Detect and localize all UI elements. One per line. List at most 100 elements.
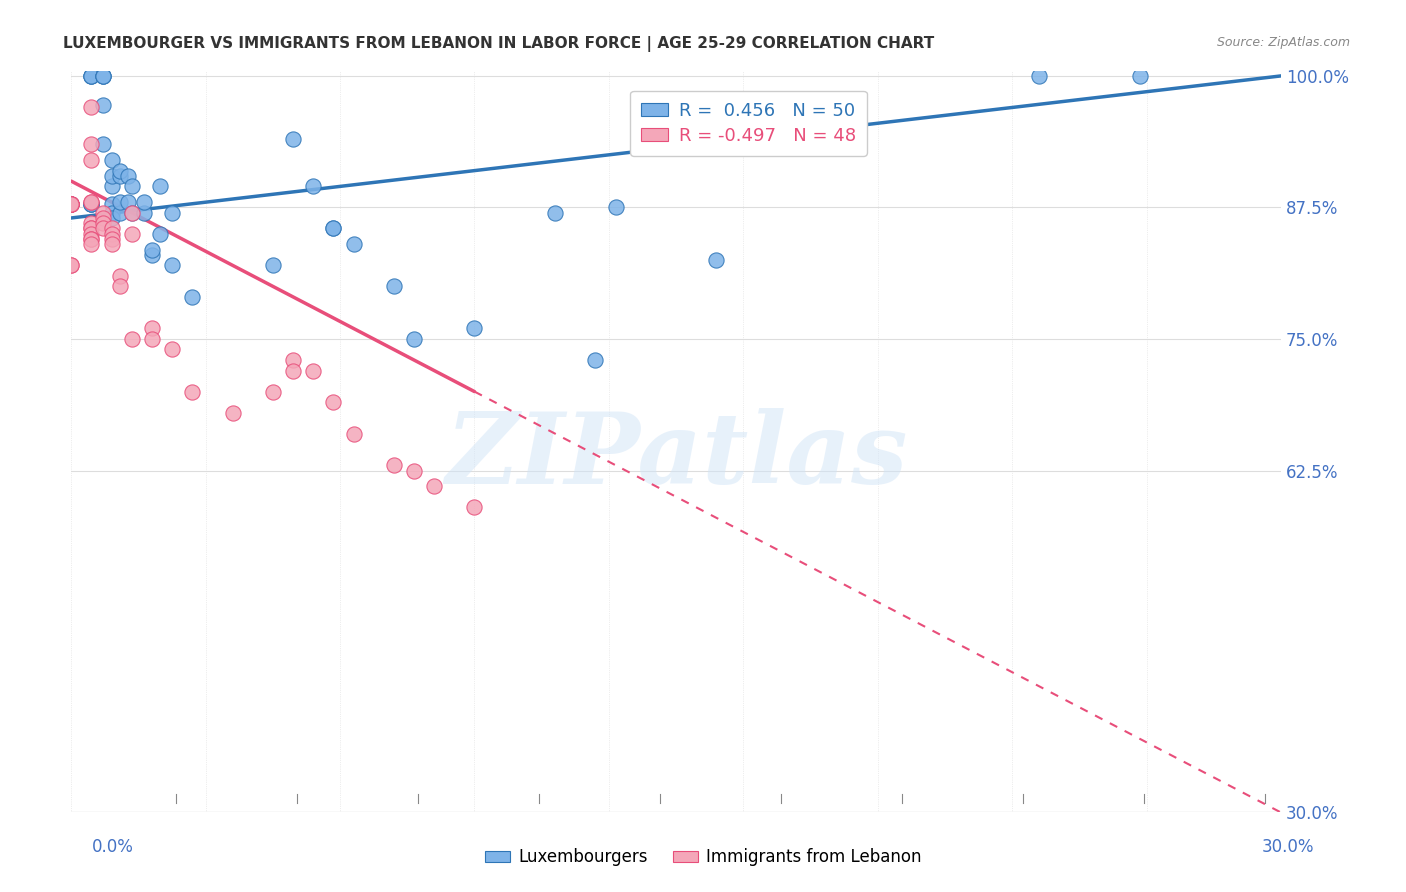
Point: [108, 279, 131, 293]
Point: [160, 343, 183, 357]
Point: [322, 395, 344, 409]
Point: [100, 153, 122, 167]
Point: [80, 197, 103, 211]
Point: [60, 258, 83, 272]
Text: Source: ZipAtlas.com: Source: ZipAtlas.com: [1216, 36, 1350, 49]
Point: [60, 197, 83, 211]
Point: [60, 258, 83, 272]
Point: [60, 197, 83, 211]
Point: [60, 197, 83, 211]
Point: [80, 232, 103, 246]
Point: [149, 227, 172, 241]
Point: [141, 243, 163, 257]
Point: [93, 211, 115, 225]
Point: [100, 179, 122, 194]
Point: [463, 500, 485, 515]
Point: [121, 227, 143, 241]
Point: [382, 458, 405, 473]
Point: [281, 353, 304, 368]
Point: [80, 69, 103, 83]
Legend: Luxembourgers, Immigrants from Lebanon: Luxembourgers, Immigrants from Lebanon: [478, 842, 928, 873]
Point: [132, 205, 155, 219]
Point: [80, 153, 103, 167]
Point: [181, 384, 204, 399]
Point: [93, 98, 115, 112]
Point: [382, 279, 405, 293]
Point: [80, 69, 103, 83]
Point: [160, 258, 183, 272]
Point: [402, 332, 425, 346]
Point: [262, 258, 284, 272]
Point: [93, 205, 115, 219]
Point: [322, 221, 344, 235]
Point: [60, 197, 83, 211]
Point: [121, 205, 143, 219]
Text: 30.0%: 30.0%: [1263, 838, 1315, 855]
Point: [423, 479, 446, 493]
Point: [100, 169, 122, 183]
Point: [80, 69, 103, 83]
Point: [181, 290, 204, 304]
Point: [108, 195, 131, 210]
Point: [1028, 69, 1050, 83]
Point: [322, 221, 344, 235]
Point: [108, 205, 131, 219]
Text: LUXEMBOURGER VS IMMIGRANTS FROM LEBANON IN LABOR FORCE | AGE 25-29 CORRELATION C: LUXEMBOURGER VS IMMIGRANTS FROM LEBANON …: [63, 36, 935, 52]
Point: [108, 163, 131, 178]
Point: [544, 205, 567, 219]
Point: [402, 463, 425, 477]
Point: [80, 195, 103, 210]
Point: [132, 195, 155, 210]
Point: [93, 221, 115, 235]
Text: ZIPatlas: ZIPatlas: [444, 409, 907, 505]
Point: [60, 197, 83, 211]
Point: [60, 197, 83, 211]
Point: [605, 201, 627, 215]
Point: [80, 237, 103, 252]
Point: [121, 205, 143, 219]
Point: [221, 406, 243, 420]
Point: [302, 363, 325, 377]
Point: [93, 69, 115, 83]
Point: [585, 353, 607, 368]
Point: [60, 197, 83, 211]
Point: [141, 332, 163, 346]
Point: [342, 237, 364, 252]
Point: [80, 227, 103, 241]
Point: [262, 384, 284, 399]
Point: [302, 179, 325, 194]
Point: [80, 195, 103, 210]
Point: [121, 179, 143, 194]
Point: [281, 363, 304, 377]
Point: [706, 253, 728, 268]
Point: [80, 197, 103, 211]
Point: [342, 426, 364, 441]
Point: [149, 179, 172, 194]
Point: [463, 321, 485, 335]
Point: [93, 137, 115, 152]
Point: [80, 221, 103, 235]
Point: [100, 221, 122, 235]
Point: [100, 227, 122, 241]
Point: [100, 197, 122, 211]
Point: [108, 268, 131, 283]
Point: [160, 205, 183, 219]
Point: [80, 216, 103, 230]
Point: [121, 332, 143, 346]
Legend: R =  0.456   N = 50, R = -0.497   N = 48: R = 0.456 N = 50, R = -0.497 N = 48: [630, 91, 868, 156]
Point: [117, 169, 139, 183]
Point: [93, 69, 115, 83]
Point: [100, 232, 122, 246]
Point: [93, 216, 115, 230]
Point: [108, 169, 131, 183]
Point: [80, 232, 103, 246]
Point: [80, 221, 103, 235]
Point: [100, 211, 122, 225]
Point: [117, 195, 139, 210]
Point: [1129, 69, 1152, 83]
Point: [100, 205, 122, 219]
Point: [281, 132, 304, 146]
Point: [93, 69, 115, 83]
Point: [80, 197, 103, 211]
Point: [100, 237, 122, 252]
